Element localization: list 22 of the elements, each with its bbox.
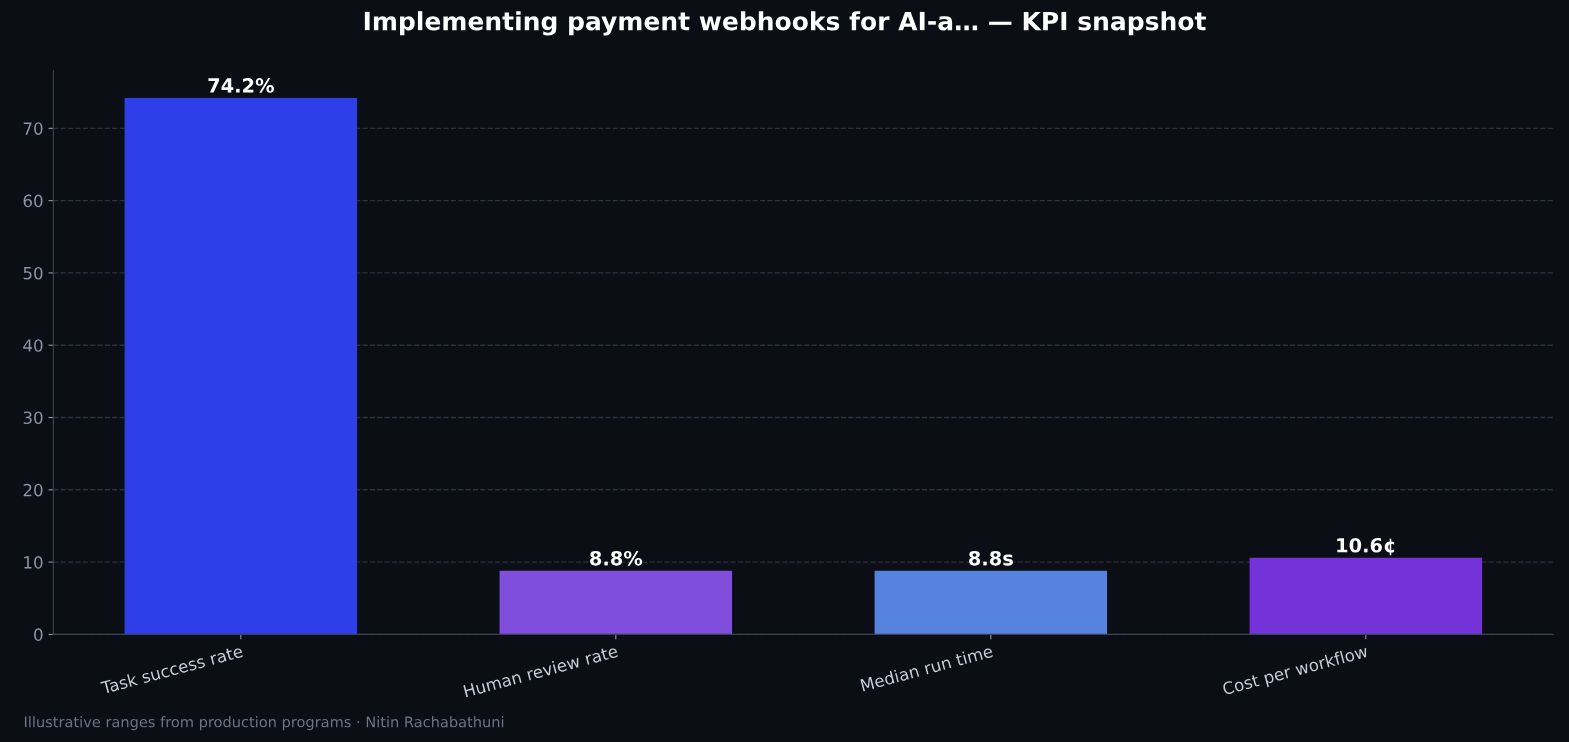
bar: [1249, 557, 1483, 635]
data-label: 10.6¢: [1337, 537, 1395, 556]
y-tick-label: 30: [23, 411, 43, 425]
bar: [124, 97, 358, 635]
y-tick-label: 60: [23, 194, 43, 208]
y-tick-label: 0: [34, 628, 43, 641]
bar: [874, 570, 1108, 635]
data-label: 8.8%: [590, 550, 643, 566]
y-tick-label: 40: [23, 339, 43, 352]
text: Illustrative ranges from production programs · Nitin Rachabathuni: [24, 716, 504, 731]
x-tick-label: Human review rate: [463, 644, 619, 698]
data-label: 8.8s: [969, 550, 1013, 566]
bar: [499, 570, 733, 635]
x-tick-label: Task success rate: [100, 644, 244, 695]
y-tick-label: 20: [23, 483, 43, 497]
chart-title: Implementing payment webhooks for AI-a… — KPI snapshot: [364, 11, 1206, 36]
x-tick-label: Median run time: [860, 644, 994, 692]
y-tick-label: 70: [23, 122, 43, 135]
x-tick-label: Cost per workflow: [1221, 644, 1370, 699]
y-tick-label: 10: [24, 556, 43, 569]
y-tick-label: 50: [23, 266, 43, 280]
data-label: 74.2%: [208, 78, 274, 93]
